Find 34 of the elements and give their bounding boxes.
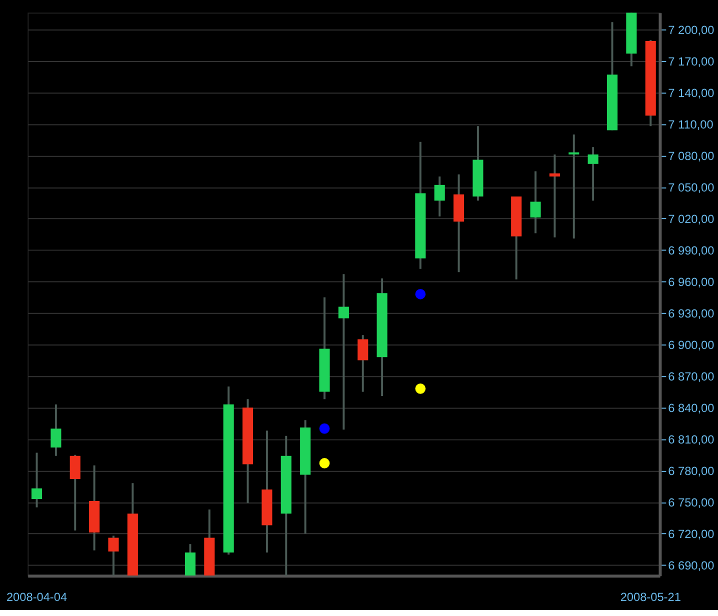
y-tick-label: 7 080,00	[668, 148, 715, 163]
candlestick	[568, 134, 580, 240]
candlestick	[31, 452, 42, 508]
y-tick-label: 6 900,00	[668, 338, 715, 352]
point	[319, 423, 330, 434]
y-tick-label: 7 050,00	[668, 180, 715, 194]
candlestick	[434, 176, 445, 218]
y-tick-label: 6 720,00	[668, 527, 715, 542]
point	[415, 383, 426, 394]
y-tick-label: 7 020,00	[668, 212, 715, 226]
x-tick-label: 2008-05-21	[620, 590, 682, 604]
candlestick	[549, 153, 560, 238]
y-tick-label: 7 170,00	[668, 54, 715, 68]
y-tick-label: 7 140,00	[668, 86, 715, 100]
x-tick-label: 2008-04-04	[6, 590, 68, 604]
y-tick-label: 7 110,00	[668, 117, 714, 132]
candlestick	[530, 170, 541, 234]
candlestick	[588, 146, 598, 202]
candlestick	[338, 273, 349, 431]
y-tick-label: 6 690,00	[668, 558, 715, 573]
candlestick	[70, 454, 80, 532]
point	[415, 288, 426, 300]
candlestick	[50, 403, 62, 457]
y-tick-label: 6 780,00	[668, 464, 715, 478]
point	[319, 458, 330, 468]
candlestick	[358, 334, 368, 393]
y-tick-label: 6 810,00	[668, 432, 715, 447]
y-tick-label: 6 960,00	[668, 274, 715, 289]
y-tick-label: 6 870,00	[668, 370, 715, 384]
y-tick-label: 6 840,00	[668, 401, 715, 416]
y-tick-label: 7 200,00	[668, 22, 715, 37]
y-tick-label: 6 750,00	[668, 496, 715, 510]
y-tick-label: 6 990,00	[668, 243, 715, 258]
y-tick-label: 6 930,00	[668, 306, 715, 320]
